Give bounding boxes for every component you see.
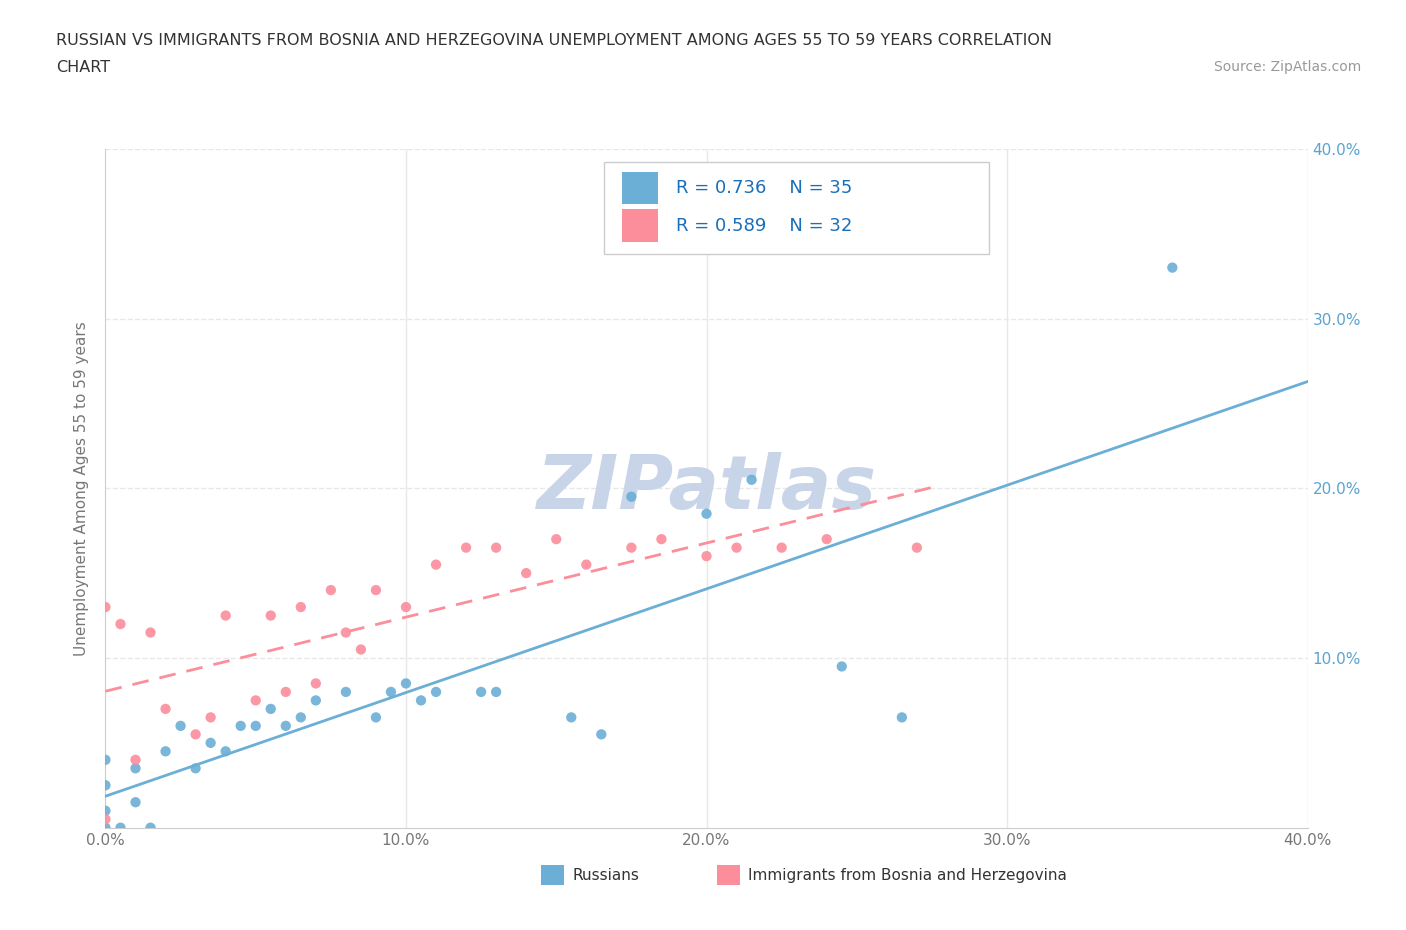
Text: Immigrants from Bosnia and Herzegovina: Immigrants from Bosnia and Herzegovina bbox=[748, 868, 1067, 883]
Point bbox=[515, 565, 537, 580]
Point bbox=[184, 761, 207, 776]
Point bbox=[741, 472, 763, 487]
Point bbox=[620, 540, 643, 555]
Point bbox=[260, 701, 283, 716]
Point bbox=[364, 710, 387, 724]
Point bbox=[831, 659, 853, 674]
Point bbox=[139, 820, 162, 835]
Point bbox=[364, 582, 387, 598]
Bar bbox=[605, 163, 988, 254]
Point bbox=[305, 676, 328, 691]
Bar bbox=[623, 172, 658, 205]
Y-axis label: Unemployment Among Ages 55 to 59 years: Unemployment Among Ages 55 to 59 years bbox=[75, 321, 90, 656]
Point bbox=[200, 710, 222, 724]
Point bbox=[591, 727, 613, 742]
Point bbox=[319, 582, 342, 598]
Point bbox=[575, 557, 598, 572]
Point bbox=[696, 506, 718, 521]
Point bbox=[470, 684, 492, 699]
Point bbox=[380, 684, 402, 699]
Point bbox=[620, 489, 643, 504]
Text: CHART: CHART bbox=[56, 60, 110, 75]
Bar bbox=[623, 209, 658, 242]
Point bbox=[335, 684, 357, 699]
Point bbox=[94, 820, 117, 835]
Text: R = 0.589    N = 32: R = 0.589 N = 32 bbox=[676, 217, 853, 234]
Point bbox=[546, 532, 568, 547]
Text: ZIPatlas: ZIPatlas bbox=[537, 452, 876, 525]
Point bbox=[770, 540, 793, 555]
Point bbox=[214, 744, 236, 759]
Text: RUSSIAN VS IMMIGRANTS FROM BOSNIA AND HERZEGOVINA UNEMPLOYMENT AMONG AGES 55 TO : RUSSIAN VS IMMIGRANTS FROM BOSNIA AND HE… bbox=[56, 33, 1052, 47]
Point bbox=[425, 684, 447, 699]
Point bbox=[155, 701, 177, 716]
Text: Source: ZipAtlas.com: Source: ZipAtlas.com bbox=[1213, 60, 1361, 74]
Point bbox=[696, 549, 718, 564]
Point bbox=[905, 540, 928, 555]
Point bbox=[200, 736, 222, 751]
Point bbox=[335, 625, 357, 640]
Point bbox=[124, 752, 146, 767]
Point bbox=[184, 727, 207, 742]
Point bbox=[290, 600, 312, 615]
Point bbox=[214, 608, 236, 623]
Point bbox=[395, 600, 418, 615]
Point bbox=[485, 684, 508, 699]
Point bbox=[124, 795, 146, 810]
Point bbox=[290, 710, 312, 724]
Text: R = 0.736    N = 35: R = 0.736 N = 35 bbox=[676, 179, 853, 197]
Point bbox=[260, 608, 283, 623]
Point bbox=[124, 761, 146, 776]
Point bbox=[350, 642, 373, 657]
Text: Russians: Russians bbox=[572, 868, 640, 883]
Point bbox=[155, 744, 177, 759]
Point bbox=[815, 532, 838, 547]
Point bbox=[169, 719, 191, 734]
Point bbox=[305, 693, 328, 708]
Point bbox=[425, 557, 447, 572]
Point bbox=[94, 777, 117, 792]
Point bbox=[725, 540, 748, 555]
Point bbox=[94, 600, 117, 615]
Point bbox=[110, 617, 132, 631]
Point bbox=[274, 719, 297, 734]
Point bbox=[890, 710, 912, 724]
Point bbox=[245, 719, 267, 734]
Point bbox=[560, 710, 582, 724]
Point bbox=[409, 693, 432, 708]
Point bbox=[395, 676, 418, 691]
Point bbox=[139, 625, 162, 640]
Point bbox=[1161, 260, 1184, 275]
Point bbox=[229, 719, 252, 734]
Point bbox=[650, 532, 672, 547]
Point bbox=[94, 752, 117, 767]
Point bbox=[94, 812, 117, 827]
Point bbox=[245, 693, 267, 708]
Point bbox=[454, 540, 477, 555]
Point bbox=[485, 540, 508, 555]
Point bbox=[274, 684, 297, 699]
Point bbox=[94, 804, 117, 818]
Point bbox=[110, 820, 132, 835]
